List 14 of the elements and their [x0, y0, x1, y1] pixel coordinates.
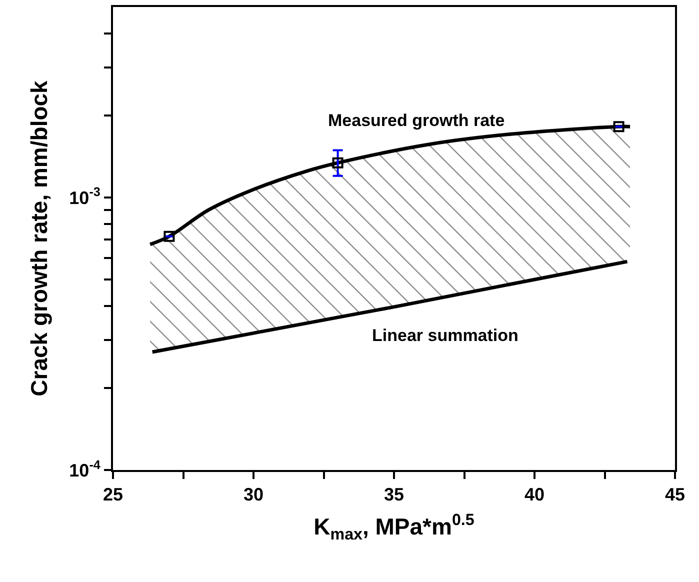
- x-tick-label: 35: [384, 484, 404, 505]
- x-tick-label: 40: [524, 484, 545, 505]
- annotation: Linear summation: [372, 326, 518, 345]
- point: [613, 121, 624, 132]
- annotation: Measured growth rate: [328, 111, 505, 130]
- x-axis-title: K$_{max}$, MPa*m$^{0.5}$: [314, 511, 474, 544]
- x-tick-label: 30: [243, 484, 264, 505]
- y-tick-label: 10$^{-4}$: [69, 458, 100, 480]
- x-tick-label: 25: [102, 484, 124, 505]
- point: [164, 230, 175, 242]
- y-tick-label: 10$^{-3}$: [69, 185, 100, 208]
- point: [332, 157, 344, 168]
- x-tick-label: 45: [664, 484, 686, 505]
- y-axis-title: Crack growth rate, mm/block: [26, 80, 52, 396]
